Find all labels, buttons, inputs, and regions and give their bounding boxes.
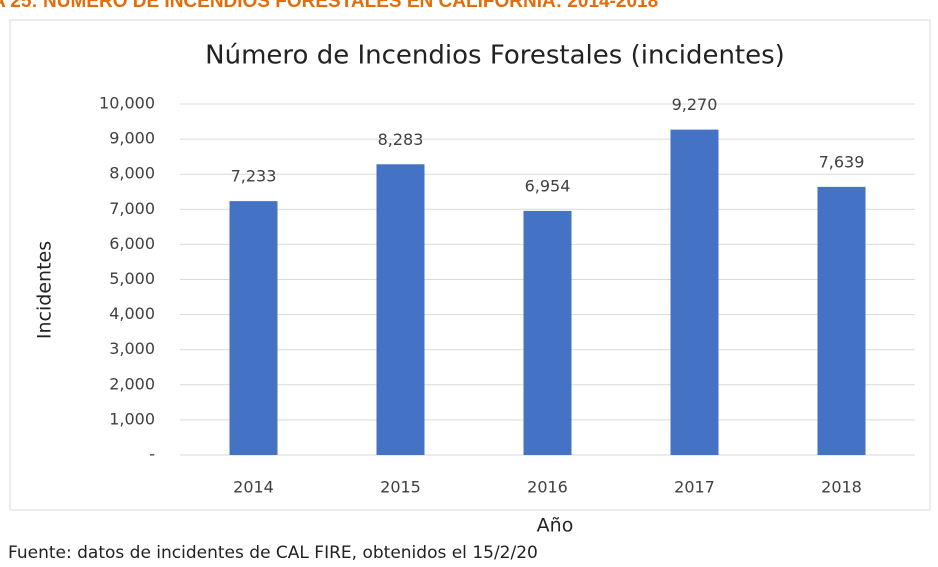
y-tick-label: 9,000 <box>109 129 155 148</box>
y-tick-label: 2,000 <box>109 374 155 393</box>
bar <box>523 210 572 455</box>
x-tick-label: 2017 <box>674 478 715 497</box>
y-tick-label: 6,000 <box>109 234 155 253</box>
y-axis-label: Incidentes <box>34 241 56 339</box>
y-tick-label: 4,000 <box>109 304 155 323</box>
bar <box>670 129 719 456</box>
x-tick-label: 2018 <box>821 478 862 497</box>
data-label: 7,233 <box>231 167 277 186</box>
x-tick-label: 2014 <box>233 478 274 497</box>
data-label: 8,283 <box>378 130 424 149</box>
bar <box>376 164 425 455</box>
y-tick-label: 10,000 <box>99 94 155 113</box>
bar <box>817 186 866 455</box>
y-tick-label: - <box>149 445 155 464</box>
data-label: 9,270 <box>672 95 718 114</box>
figure-heading: A 25: NÚMERO DE INCENDIOS FORESTALES EN … <box>0 0 658 12</box>
x-tick-label: 2015 <box>380 478 421 497</box>
chart-title: Número de Incendios Forestales (incident… <box>205 41 785 71</box>
data-label: 7,639 <box>819 152 865 171</box>
y-tick-label: 3,000 <box>109 339 155 358</box>
x-tick-label: 2016 <box>527 478 568 497</box>
x-axis-label: Año <box>537 515 574 537</box>
y-tick-label: 8,000 <box>109 164 155 183</box>
y-tick-label: 5,000 <box>109 269 155 288</box>
y-tick-label: 7,000 <box>109 199 155 218</box>
chart-frame <box>9 19 931 511</box>
y-tick-label: 1,000 <box>109 409 155 428</box>
source-note: Fuente: datos de incidentes de CAL FIRE,… <box>8 543 538 563</box>
data-label: 6,954 <box>525 176 571 195</box>
bar <box>229 201 278 455</box>
